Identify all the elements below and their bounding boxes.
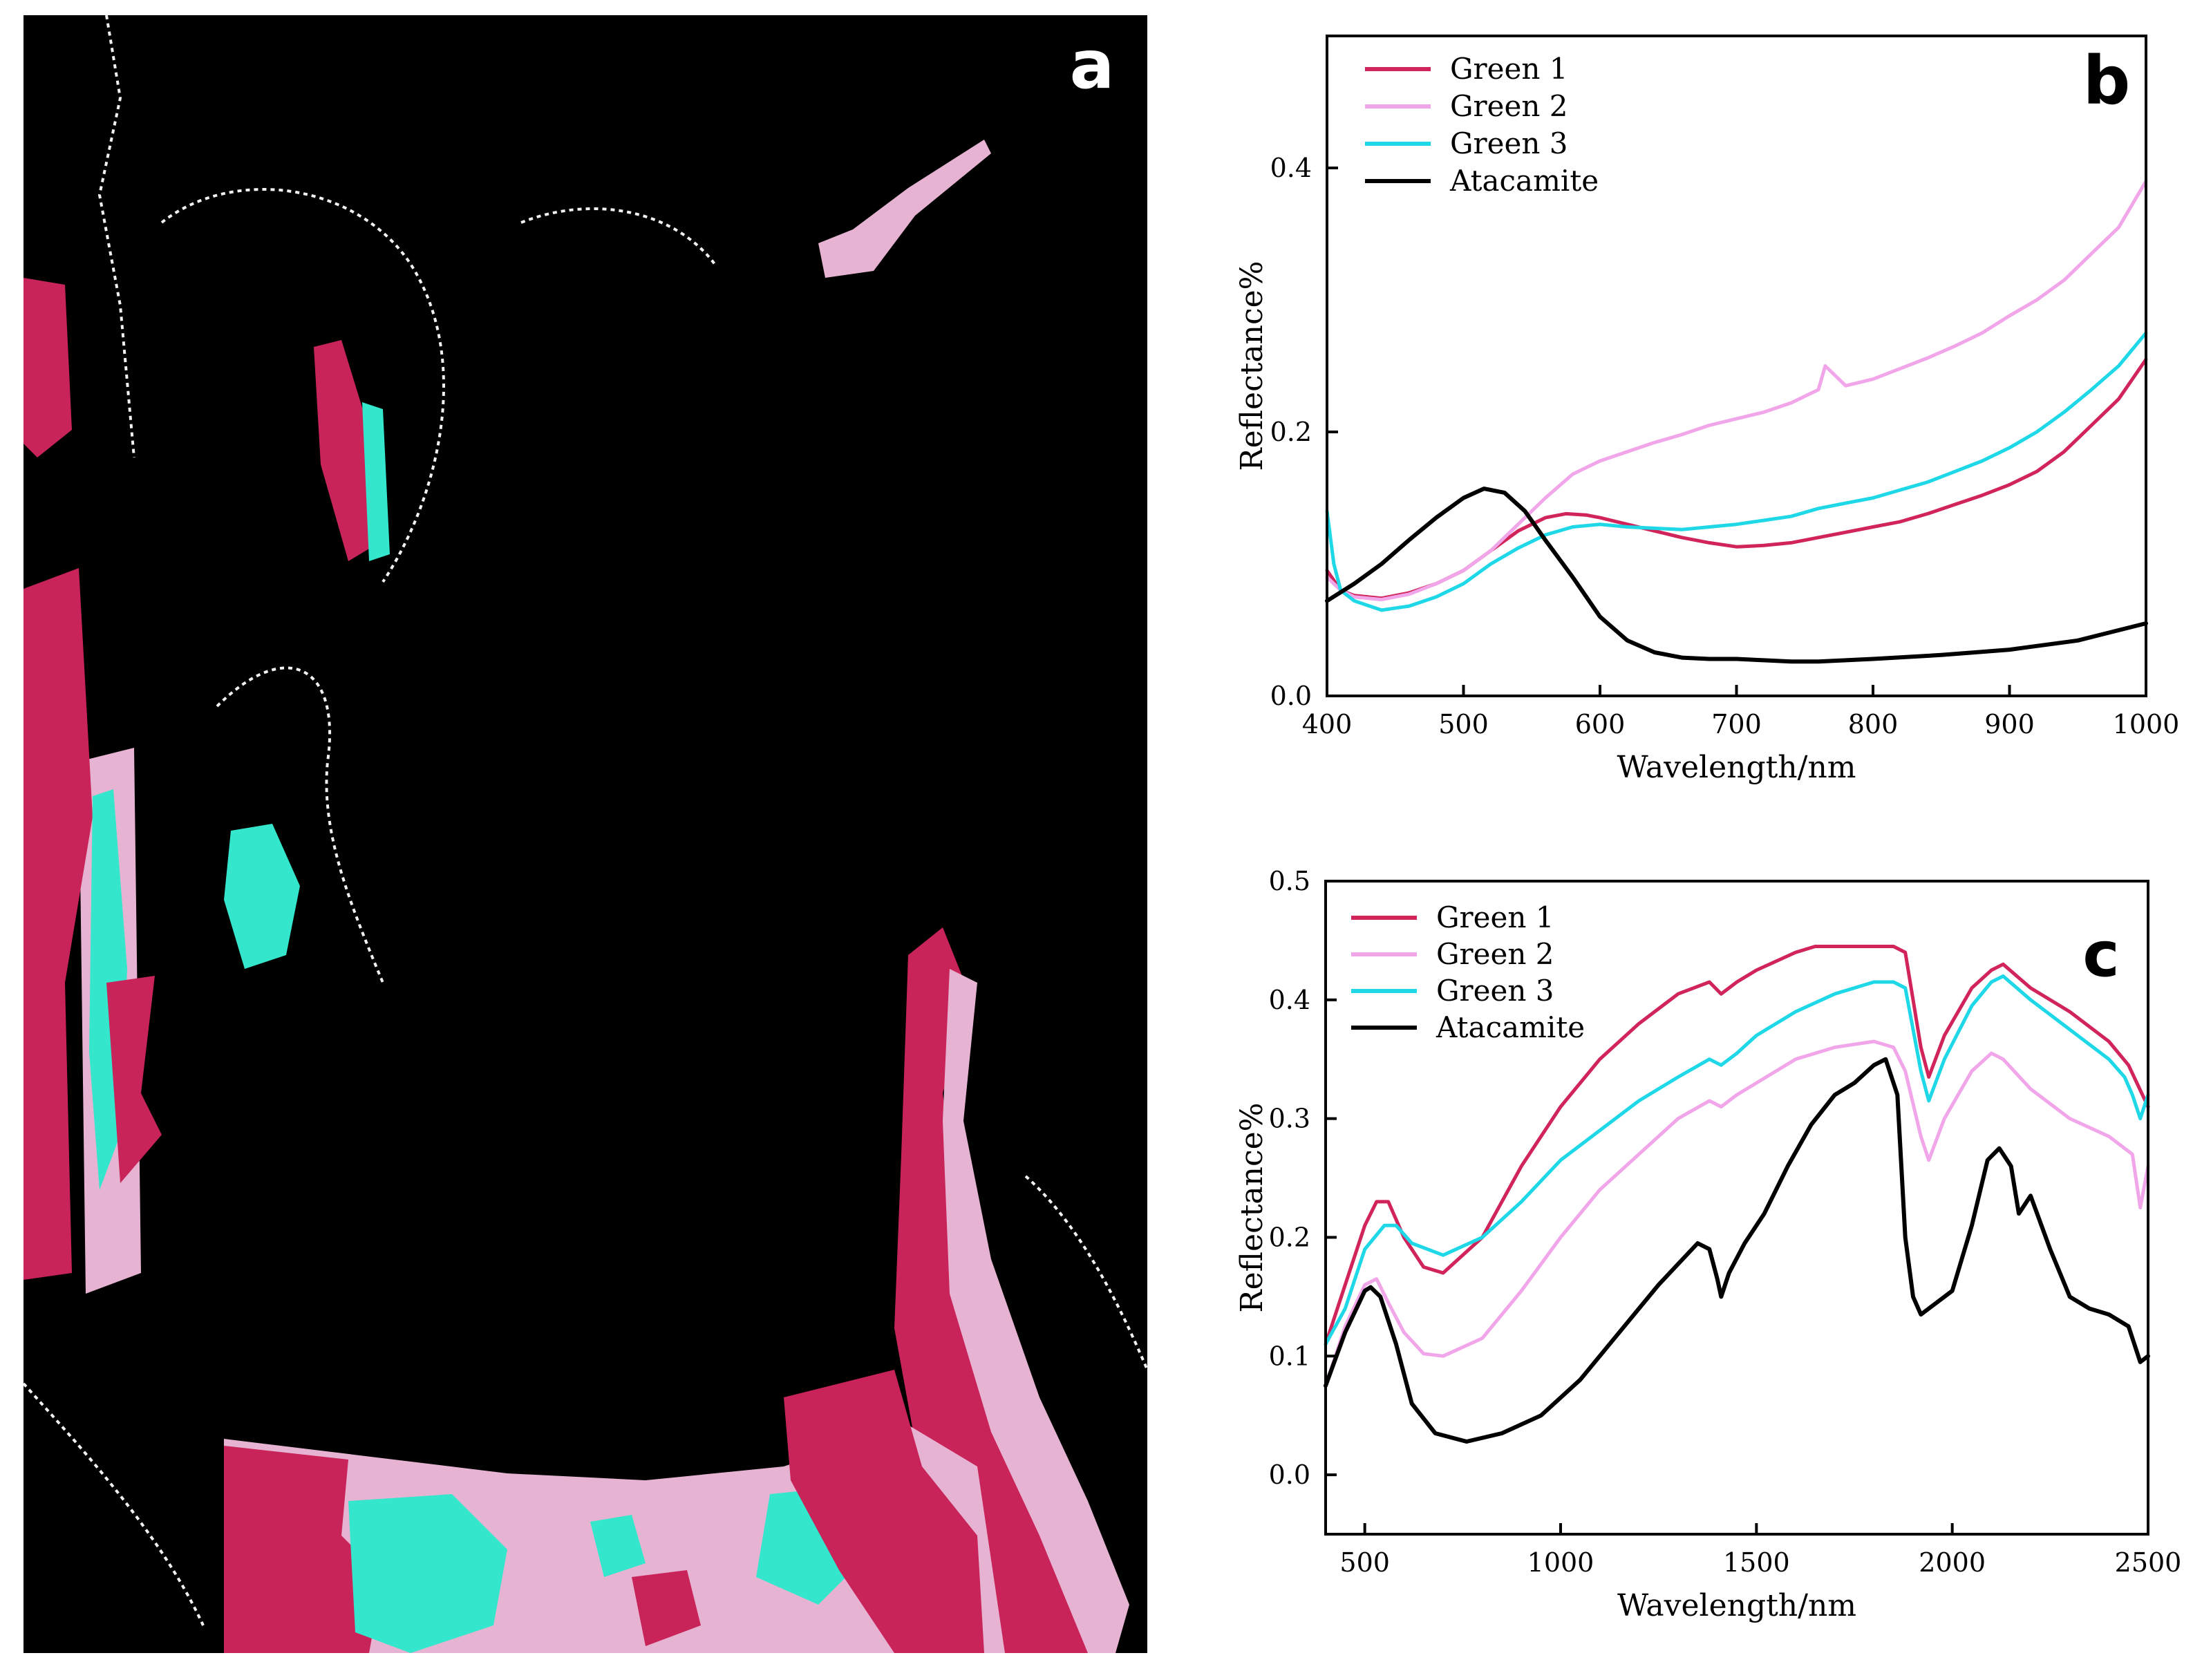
y-tick-label: 0.0 xyxy=(1269,1460,1310,1490)
map-region-green1 xyxy=(632,1570,701,1646)
map-region-green3 xyxy=(590,1515,646,1577)
map-edge-line xyxy=(1024,1175,1149,1370)
y-tick-label: 0.4 xyxy=(1270,153,1312,183)
x-tick-label: 1000 xyxy=(2113,709,2180,739)
legend-entry: Green 2 xyxy=(1436,937,1554,971)
series-line-green-1 xyxy=(1325,357,2148,601)
x-tick-label: 1000 xyxy=(1527,1547,1594,1578)
series-line-atacamite xyxy=(1324,1057,2150,1444)
map-edge-line xyxy=(520,207,716,265)
y-tick-label: 0.1 xyxy=(1269,1341,1310,1371)
map-region-green2 xyxy=(943,969,1129,1653)
map-edge-line xyxy=(160,188,445,583)
map-edge-line xyxy=(22,1382,205,1626)
legend-entry: Green 1 xyxy=(1436,900,1554,934)
y-tick-label: 0.2 xyxy=(1269,1222,1310,1252)
x-tick-label: 500 xyxy=(1438,709,1489,739)
legend-entry: Green 3 xyxy=(1450,126,1568,160)
y-tick-label: 0.3 xyxy=(1269,1104,1310,1134)
x-axis-label: Wavelength/nm xyxy=(1617,750,1856,785)
map-region-green1 xyxy=(224,1446,383,1653)
legend-entry: Green 3 xyxy=(1436,974,1554,1008)
y-axis-label: Reflectance% xyxy=(1234,1103,1270,1313)
series-line-atacamite xyxy=(1325,487,2148,664)
chart-c: 500 1000 1500 2000 2500 0.0 0.1 0.2 0.3 0.4 0.5 Wav… xyxy=(1234,866,2181,1623)
map-region-green3 xyxy=(362,402,390,561)
series-line-green-2 xyxy=(1324,1039,2150,1388)
series-line-green-1 xyxy=(1324,945,2150,1346)
map-region-green1 xyxy=(314,340,383,561)
map-region-green3 xyxy=(348,1494,507,1653)
map-region-green3 xyxy=(224,824,300,969)
map-edge-line xyxy=(97,15,135,458)
x-tick-label: 900 xyxy=(1984,709,2035,739)
plot-frame xyxy=(1324,880,2149,1536)
x-tick-label: 2500 xyxy=(2115,1547,2182,1578)
x-tick-label: 800 xyxy=(1848,709,1899,739)
x-tick-label: 400 xyxy=(1302,709,1353,739)
x-axis-label: Wavelength/nm xyxy=(1617,1588,1856,1623)
x-tick-label: 1500 xyxy=(1723,1547,1790,1578)
series-line-green-2 xyxy=(1325,179,2148,602)
series-line-green-3 xyxy=(1324,974,2150,1346)
y-axis-label: Reflectance% xyxy=(1234,261,1270,471)
legend-entry: Green 1 xyxy=(1450,52,1568,86)
y-tick-label: 0.2 xyxy=(1270,417,1312,447)
false-color-map-panel: a xyxy=(22,15,1149,1653)
false-color-map: a xyxy=(22,15,1149,1653)
series-line-green-3 xyxy=(1325,331,2148,612)
panel-label-b: b xyxy=(2083,42,2131,120)
x-tick-label: 2000 xyxy=(1919,1547,1986,1578)
y-tick-label: 0.5 xyxy=(1269,866,1310,896)
map-region-green1 xyxy=(23,568,93,1280)
legend-entry: Green 2 xyxy=(1450,89,1568,123)
chart-b: 400 500 600 700 800 900 1000 0.0 0.2 0.4 Wavelengt… xyxy=(1234,35,2180,785)
y-tick-label: 0.4 xyxy=(1269,985,1310,1015)
x-tick-label: 500 xyxy=(1339,1547,1390,1578)
map-region-green2 xyxy=(818,140,991,278)
x-tick-label: 600 xyxy=(1575,709,1626,739)
legend-entry: Atacamite xyxy=(1436,1010,1585,1044)
panel-label-c: c xyxy=(2082,918,2119,991)
map-region-green1 xyxy=(784,1370,984,1653)
y-tick-label: 0.0 xyxy=(1270,681,1312,711)
x-tick-label: 700 xyxy=(1711,709,1762,739)
map-region-green1 xyxy=(106,976,162,1183)
legend-entry: Atacamite xyxy=(1449,164,1599,198)
panel-label-a: a xyxy=(1070,26,1115,104)
map-edge-line xyxy=(216,666,384,983)
map-region-green1 xyxy=(23,278,72,457)
